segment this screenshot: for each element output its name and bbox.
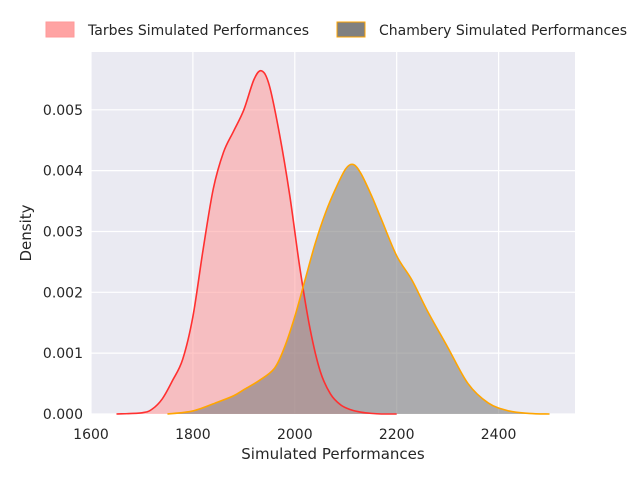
x-tick-label: 1800 bbox=[175, 427, 211, 443]
density-line-chambery bbox=[167, 163, 550, 415]
y-tick-label: 0.003 bbox=[43, 224, 83, 240]
x-tick-label: 1600 bbox=[73, 427, 109, 443]
y-axis-title: Density bbox=[17, 204, 35, 261]
x-tick-label: 2400 bbox=[481, 427, 517, 443]
density-line-tarbes bbox=[116, 69, 397, 415]
legend-swatch-chambery bbox=[336, 21, 366, 38]
legend-swatch-tarbes bbox=[45, 21, 75, 38]
y-tick-label: 0.000 bbox=[43, 407, 83, 423]
y-tick-label: 0.004 bbox=[43, 164, 83, 180]
y-tick-label: 0.002 bbox=[43, 285, 83, 301]
series-areas bbox=[116, 69, 550, 415]
density-area-chambery bbox=[167, 164, 550, 414]
x-axis-ticks: 1600 1800 2000 2200 2400 bbox=[73, 427, 516, 443]
legend-label-tarbes: Tarbes Simulated Performances bbox=[87, 23, 309, 39]
y-tick-label: 0.005 bbox=[43, 103, 83, 119]
density-area-tarbes bbox=[116, 70, 397, 414]
y-tick-label: 0.001 bbox=[43, 346, 83, 362]
x-tick-label: 2200 bbox=[379, 427, 415, 443]
x-axis-title: Simulated Performances bbox=[241, 445, 425, 463]
y-axis-ticks: 0.000 0.001 0.002 0.003 0.004 0.005 bbox=[43, 103, 83, 423]
legend: Tarbes Simulated Performances Chambery S… bbox=[45, 21, 627, 39]
x-tick-label: 2000 bbox=[277, 427, 313, 443]
legend-label-chambery: Chambery Simulated Performances bbox=[379, 23, 627, 39]
